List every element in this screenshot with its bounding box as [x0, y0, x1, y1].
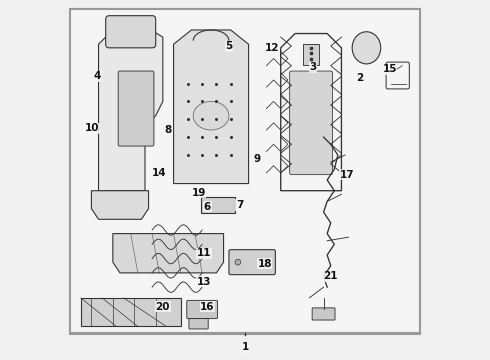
Text: 1: 1 — [242, 342, 248, 352]
FancyBboxPatch shape — [189, 319, 208, 329]
FancyBboxPatch shape — [312, 308, 335, 320]
Text: 7: 7 — [236, 200, 244, 210]
Text: 19: 19 — [192, 188, 206, 198]
Text: 6: 6 — [204, 202, 211, 212]
Text: 4: 4 — [93, 71, 100, 81]
Text: 18: 18 — [257, 259, 272, 269]
FancyBboxPatch shape — [229, 249, 275, 275]
Circle shape — [235, 259, 241, 265]
FancyBboxPatch shape — [290, 71, 333, 175]
Ellipse shape — [193, 102, 229, 130]
FancyBboxPatch shape — [118, 71, 154, 146]
Text: 11: 11 — [196, 248, 211, 258]
PathPatch shape — [113, 234, 223, 273]
FancyBboxPatch shape — [303, 44, 319, 64]
Text: 14: 14 — [152, 168, 167, 178]
Circle shape — [264, 259, 270, 265]
Text: 9: 9 — [254, 154, 261, 163]
PathPatch shape — [81, 298, 181, 327]
Text: 8: 8 — [165, 125, 172, 135]
FancyBboxPatch shape — [70, 9, 420, 334]
Text: 16: 16 — [200, 302, 215, 312]
Ellipse shape — [352, 32, 381, 64]
Text: 15: 15 — [382, 64, 397, 74]
Text: 10: 10 — [85, 123, 99, 133]
Text: 20: 20 — [156, 302, 170, 312]
Text: 2: 2 — [356, 73, 363, 83]
Text: 3: 3 — [309, 63, 317, 72]
Text: 21: 21 — [323, 271, 338, 282]
Text: 17: 17 — [340, 170, 354, 180]
PathPatch shape — [92, 191, 148, 219]
Text: 13: 13 — [196, 277, 211, 287]
PathPatch shape — [173, 30, 248, 184]
FancyBboxPatch shape — [201, 197, 235, 213]
Text: 5: 5 — [225, 41, 233, 51]
Text: 12: 12 — [265, 43, 279, 53]
FancyBboxPatch shape — [106, 16, 156, 48]
FancyBboxPatch shape — [187, 300, 218, 319]
PathPatch shape — [98, 26, 163, 191]
